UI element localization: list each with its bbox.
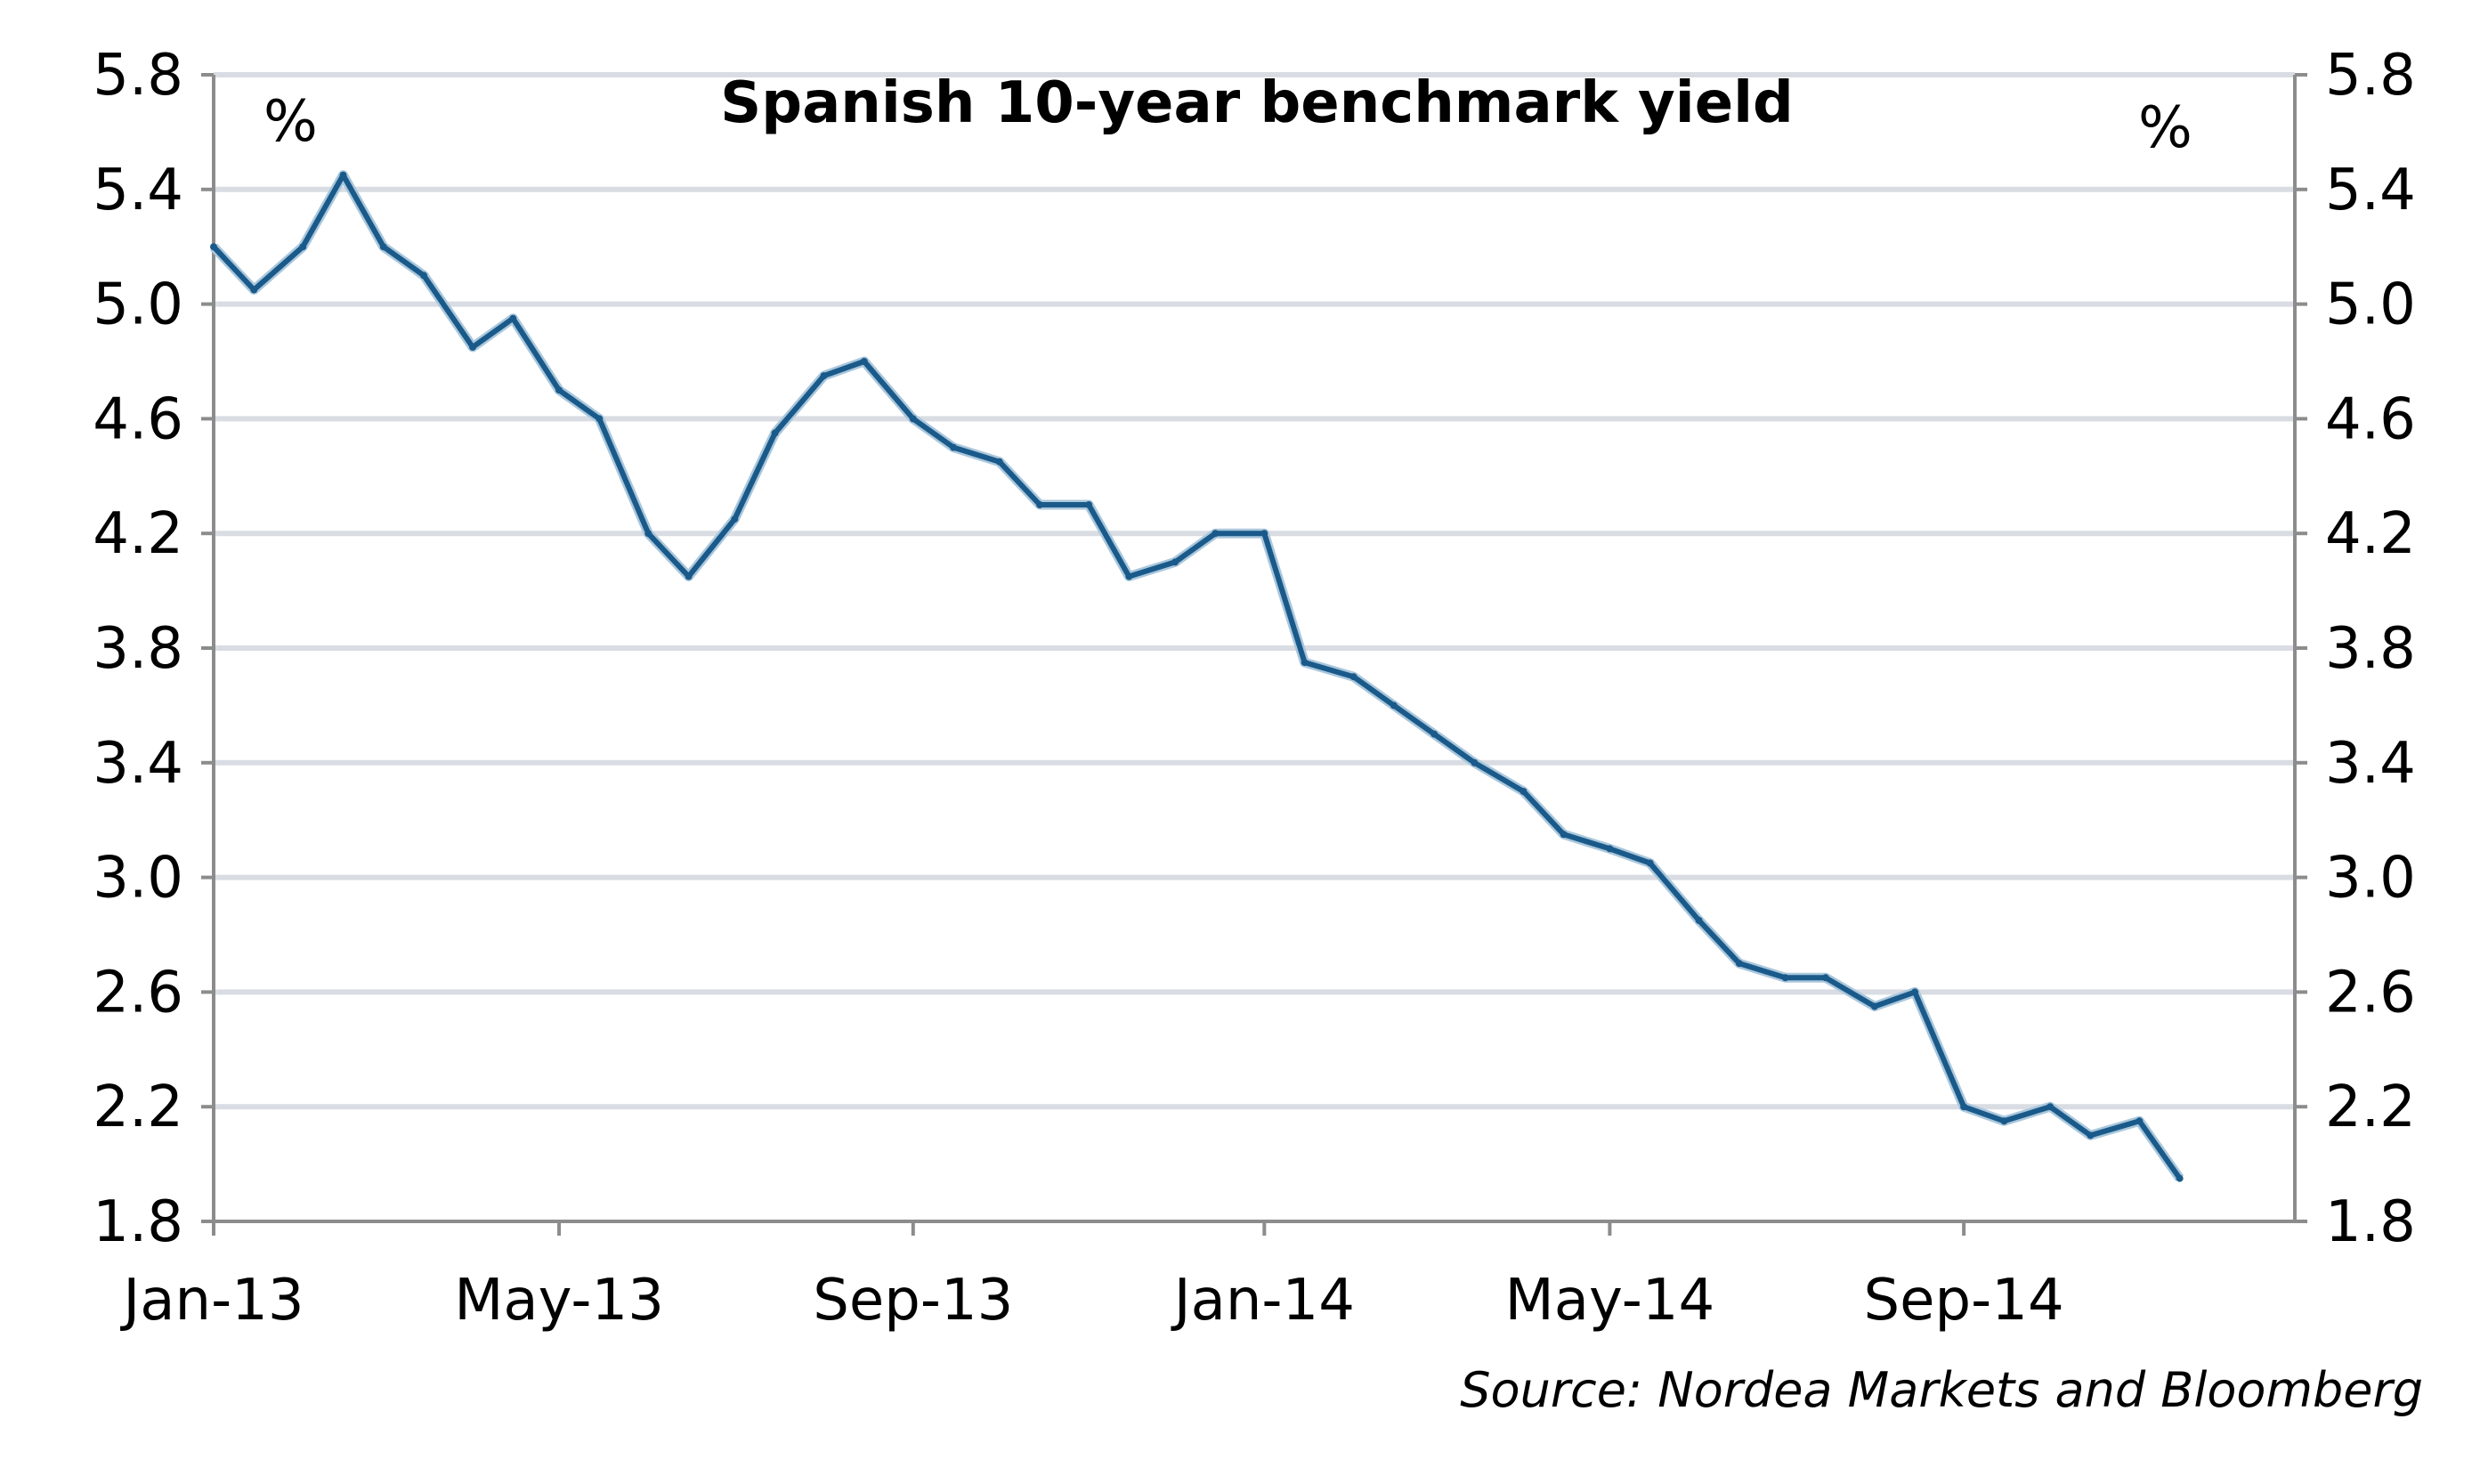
data-point-23 <box>1212 530 1220 538</box>
y-tick-label-left-8: 2.6 <box>93 960 183 1026</box>
data-point-27 <box>1390 701 1398 710</box>
data-point-28 <box>1430 730 1439 738</box>
data-point-16 <box>909 415 917 423</box>
axis-layer: 5.8 5.8 5.4 5.4 5.0 5.0 4.6 4.6 4.2 4.2 3.8 3.8 3.4 3… <box>93 43 2416 1334</box>
y-tick-label-left-1: 5.4 <box>93 158 183 223</box>
data-point-32 <box>1606 845 1614 853</box>
data-point-42 <box>2046 1103 2055 1111</box>
data-point-31 <box>1560 831 1568 839</box>
source-note: Source: Nordea Markets and Bloomberg <box>1460 1362 2423 1418</box>
data-point-2 <box>299 243 307 251</box>
x-tick-label-3: Jan-14 <box>1171 1268 1355 1334</box>
data-point-5 <box>420 272 428 280</box>
y-tick-label-right-4: 4.2 <box>2325 501 2416 567</box>
series-line <box>211 172 2183 1180</box>
data-point-9 <box>596 415 604 423</box>
data-point-33 <box>1646 859 1654 867</box>
x-tick-label-0: Jan-13 <box>119 1268 304 1334</box>
data-point-17 <box>950 443 958 451</box>
series-layer <box>209 170 2184 1182</box>
data-point-14 <box>820 372 828 380</box>
y-tick-label-right-0: 5.8 <box>2325 43 2416 109</box>
data-point-40 <box>1960 1103 1968 1111</box>
data-point-36 <box>1781 974 1789 982</box>
y-tick-label-left-0: 5.8 <box>93 43 183 109</box>
data-point-20 <box>1085 501 1093 508</box>
data-point-25 <box>1301 659 1309 667</box>
data-point-10 <box>644 530 652 538</box>
data-point-21 <box>1125 572 1133 580</box>
data-point-7 <box>509 314 517 322</box>
y-tick-label-left-10: 1.8 <box>93 1189 183 1255</box>
data-point-3 <box>339 171 347 179</box>
data-point-29 <box>1471 758 1479 766</box>
x-tick-label-5: Sep-14 <box>1864 1268 2064 1334</box>
series-line-shadow <box>209 170 2184 1181</box>
data-point-39 <box>1911 988 1919 996</box>
y-tick-label-left-7: 3.0 <box>93 846 183 912</box>
data-point-43 <box>2087 1131 2095 1139</box>
data-point-12 <box>731 515 739 523</box>
data-point-45 <box>2176 1174 2184 1182</box>
data-point-8 <box>555 386 563 394</box>
data-point-22 <box>1171 558 1179 566</box>
y-tick-label-right-8: 2.6 <box>2325 960 2416 1026</box>
data-point-4 <box>379 243 387 251</box>
data-point-37 <box>1821 974 1829 982</box>
data-point-15 <box>860 358 868 365</box>
data-point-1 <box>250 286 258 294</box>
y-tick-label-left-9: 2.2 <box>93 1074 183 1140</box>
y-tick-label-left-3: 4.6 <box>93 386 183 452</box>
y-tick-label-left-2: 5.0 <box>93 272 183 338</box>
data-point-18 <box>995 458 1003 466</box>
y-tick-label-right-9: 2.2 <box>2325 1074 2416 1140</box>
data-point-0 <box>210 243 217 251</box>
y-tick-label-right-7: 3.0 <box>2325 846 2416 912</box>
y-tick-label-right-10: 1.8 <box>2325 1189 2416 1255</box>
y-tick-label-right-3: 4.6 <box>2325 386 2416 452</box>
y-tick-label-right-1: 5.4 <box>2325 158 2416 223</box>
label-layer: Spanish 10-year benchmark yield % % Sour… <box>263 70 2423 1418</box>
grid-layer <box>214 72 2295 1110</box>
data-point-6 <box>469 343 477 351</box>
x-tick-label-2: Sep-13 <box>813 1268 1013 1334</box>
y-tick-label-right-2: 5.0 <box>2325 272 2416 338</box>
data-point-11 <box>685 572 693 580</box>
data-point-19 <box>1036 501 1044 508</box>
x-tick-label-1: May-13 <box>454 1268 664 1334</box>
y-tick-label-right-5: 3.8 <box>2325 616 2416 682</box>
data-point-38 <box>1870 1002 1878 1010</box>
chart-title: Spanish 10-year benchmark yield <box>720 70 1794 136</box>
data-point-13 <box>771 429 779 437</box>
data-point-44 <box>2136 1117 2144 1125</box>
data-point-26 <box>1349 673 1358 681</box>
data-point-34 <box>1695 916 1703 924</box>
y-tick-label-left-4: 4.2 <box>93 501 183 567</box>
data-point-30 <box>1520 788 1528 795</box>
right-unit-label: % <box>2138 95 2192 161</box>
data-point-24 <box>1260 530 1268 538</box>
y-tick-label-left-6: 3.4 <box>93 731 183 797</box>
x-tick-label-4: May-14 <box>1505 1268 1715 1334</box>
y-tick-label-left-5: 3.8 <box>93 616 183 682</box>
data-point-35 <box>1735 960 1743 968</box>
left-unit-label: % <box>263 89 318 155</box>
data-point-41 <box>2000 1117 2008 1125</box>
y-tick-label-right-6: 3.4 <box>2325 731 2416 797</box>
